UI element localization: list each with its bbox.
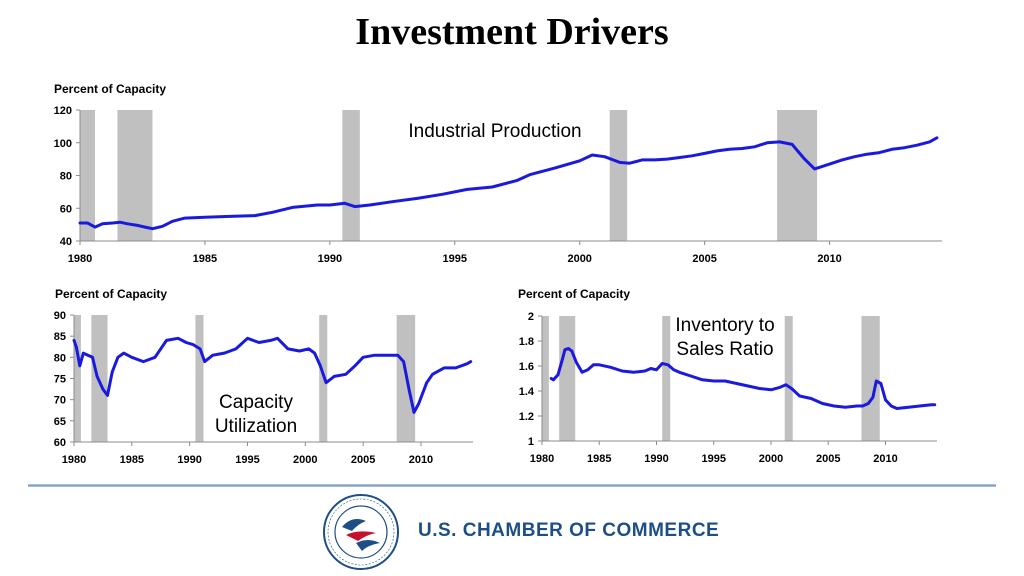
y-tick-label: 1.2 <box>519 411 534 423</box>
recession-bar <box>117 110 153 241</box>
series-line <box>549 347 937 410</box>
footer-divider <box>28 484 996 487</box>
y-tick-label: 60 <box>60 203 72 215</box>
y-axis-label: Percent of Capacity <box>54 82 166 96</box>
x-tick-label: 1980 <box>62 454 86 466</box>
y-axis-label: Percent of Capacity <box>518 287 630 301</box>
recession-bar <box>609 110 628 241</box>
recession-bar <box>74 315 81 442</box>
x-tick-label: 2010 <box>817 253 841 265</box>
y-tick-label: 80 <box>54 352 66 364</box>
y-tick-label: 75 <box>54 374 66 386</box>
y-tick-label: 65 <box>54 416 66 428</box>
x-tick-label: 1985 <box>120 454 144 466</box>
x-tick-label: 1995 <box>443 253 467 265</box>
y-tick-label: 1 <box>528 436 534 448</box>
recession-bar <box>777 110 818 241</box>
x-tick-label: 1980 <box>68 253 92 265</box>
x-tick-label: 1985 <box>193 253 217 265</box>
chart-annotation: Capacity <box>219 392 293 413</box>
x-tick-label: 2000 <box>759 453 783 465</box>
recession-bar <box>80 110 95 241</box>
y-tick-label: 60 <box>54 437 66 449</box>
x-tick-label: 1990 <box>318 253 342 265</box>
chart-annotation: Industrial Production <box>408 121 581 142</box>
chart-annotation: Inventory to <box>675 315 774 336</box>
x-tick-label: 1985 <box>587 453 611 465</box>
y-tick-label: 1.6 <box>519 361 534 373</box>
x-tick-label: 2010 <box>409 454 433 466</box>
y-tick-label: 80 <box>60 171 72 183</box>
recession-bar <box>662 316 671 441</box>
x-tick-label: 2000 <box>567 253 591 265</box>
y-tick-label: 120 <box>54 105 72 117</box>
y-tick-label: 1.4 <box>519 386 535 398</box>
recession-bar <box>559 316 576 441</box>
chart-annotation: Utilization <box>215 416 297 437</box>
recession-bar <box>542 316 549 441</box>
x-tick-label: 2005 <box>692 253 716 265</box>
y-tick-label: 85 <box>54 331 66 343</box>
y-tick-label: 70 <box>54 395 66 407</box>
x-tick-label: 2010 <box>873 453 897 465</box>
x-tick-label: 2000 <box>293 454 317 466</box>
y-tick-label: 90 <box>54 310 66 322</box>
y-tick-label: 40 <box>60 236 72 248</box>
x-tick-label: 1995 <box>235 454 259 466</box>
brand-name: U.S. CHAMBER OF COMMERCE <box>418 520 720 541</box>
x-tick-label: 1990 <box>644 453 668 465</box>
chamber-seal-logo <box>323 494 399 570</box>
series-line <box>72 336 473 414</box>
x-tick-label: 1995 <box>701 453 725 465</box>
y-tick-label: 1.8 <box>519 336 534 348</box>
recession-bar <box>861 316 880 441</box>
series-line <box>78 136 939 231</box>
x-tick-label: 1980 <box>530 453 554 465</box>
page-title: Investment Drivers <box>355 11 669 53</box>
y-tick-label: 100 <box>54 138 72 150</box>
chart-annotation: Sales Ratio <box>676 339 773 360</box>
recession-bar <box>195 315 204 442</box>
recession-bar <box>342 110 360 241</box>
x-tick-label: 2005 <box>351 454 375 466</box>
y-axis-label: Percent of Capacity <box>55 287 167 301</box>
y-tick-label: 2 <box>528 311 534 323</box>
x-tick-label: 2005 <box>816 453 840 465</box>
recession-bar <box>784 316 793 441</box>
x-tick-label: 1990 <box>177 454 201 466</box>
